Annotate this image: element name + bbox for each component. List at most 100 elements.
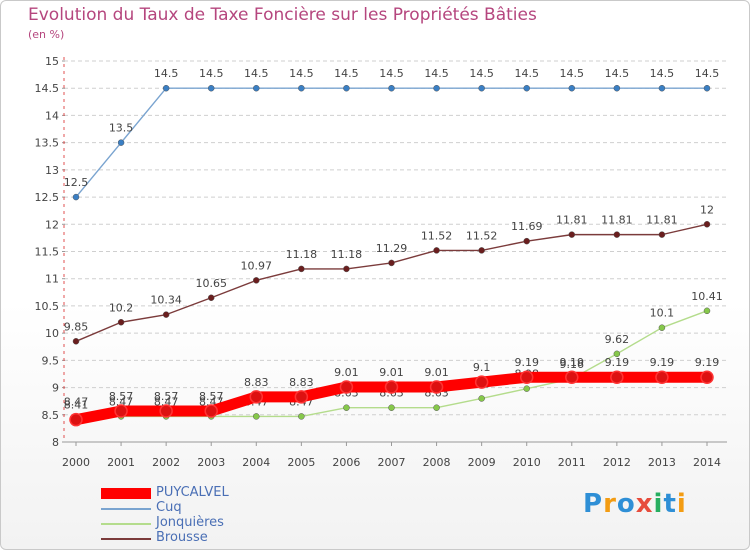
data-point (207, 294, 215, 302)
data-label: 10.2 (109, 301, 134, 314)
logo-letter: x (635, 489, 654, 519)
data-label: 11.52 (466, 229, 498, 242)
legend-label: PUYCALVEL (156, 485, 229, 500)
data-point (610, 370, 624, 384)
data-label: 11.81 (646, 214, 678, 227)
data-point (253, 277, 260, 284)
data-point (658, 84, 666, 92)
x-tick-label: 2002 (152, 456, 180, 469)
data-point (294, 390, 309, 404)
x-tick-label: 2006 (332, 456, 360, 469)
data-label: 10.41 (691, 290, 723, 303)
data-point (249, 390, 264, 404)
data-label: 8.83 (244, 376, 269, 389)
x-tick-label: 2005 (287, 456, 315, 469)
logo-letter: i (653, 489, 664, 519)
logo-letter: o (616, 489, 636, 519)
x-tick-label: 2001 (107, 456, 135, 469)
data-point (613, 84, 621, 92)
legend-swatch (101, 522, 151, 525)
data-label: 14.5 (514, 67, 539, 80)
data-label: 14.5 (289, 67, 314, 80)
data-label: 9.01 (424, 366, 449, 379)
data-point (384, 380, 399, 394)
x-tick-label: 2007 (378, 456, 406, 469)
data-point (204, 404, 218, 418)
data-label: 14.5 (605, 67, 630, 80)
data-label: 14.5 (650, 67, 675, 80)
x-tick-label: 2014 (693, 456, 721, 469)
data-label: 11.18 (331, 248, 363, 261)
data-label: 8.47 (154, 395, 179, 408)
data-point (658, 231, 666, 238)
data-point (523, 237, 530, 245)
chart-title: Evolution du Taux de Taxe Foncière sur l… (28, 5, 537, 25)
legend-swatch (101, 488, 151, 499)
y-tick-label: 10 (45, 327, 59, 340)
data-point (72, 193, 80, 201)
y-tick-label: 12 (45, 218, 59, 231)
series-group: 12.5 13.5 14.5 14.5 14.5 14.5 14.5 14.5 14.5 14.5… (64, 67, 723, 427)
data-point (72, 338, 80, 345)
x-tick-label: 2011 (558, 456, 586, 469)
data-label: 11.52 (421, 229, 453, 242)
data-label: 10.34 (150, 294, 182, 307)
legend-swatch (101, 537, 151, 540)
data-label: 9.19 (695, 356, 720, 369)
data-point (339, 380, 354, 394)
data-point (117, 139, 125, 146)
logo-letter: r (603, 489, 617, 519)
data-point (703, 307, 711, 315)
data-point (478, 395, 485, 402)
data-label: 14.5 (695, 67, 720, 80)
x-tick-label: 2012 (603, 456, 631, 469)
y-tick-label: 9.5 (42, 354, 60, 367)
legend-swatch (101, 507, 151, 510)
data-point (478, 247, 485, 254)
data-label: 14.5 (560, 67, 585, 80)
data-label: 11.69 (511, 220, 543, 233)
data-point (478, 84, 485, 92)
data-label: 11.81 (556, 214, 588, 227)
data-point (703, 221, 711, 228)
data-point (613, 231, 621, 238)
data-label: 12.5 (64, 176, 89, 189)
data-point (703, 84, 711, 92)
data-label: 14.5 (154, 67, 179, 80)
data-point (474, 375, 489, 389)
data-label: 9.19 (650, 356, 675, 369)
y-tick-label: 8 (52, 436, 59, 449)
legend-label: Brousse (156, 530, 208, 545)
y-tick-label: 11 (45, 273, 59, 286)
data-label: 14.5 (424, 67, 449, 80)
axes: 8 8.5 9 9.5 10 10.5 11 11.5 12 12.5 13 13.5 14 14.5 15… (35, 55, 727, 469)
chart-unit-label: (en %) (28, 28, 65, 41)
data-point (162, 311, 170, 318)
data-label: 14.5 (469, 67, 494, 80)
data-point (523, 84, 530, 92)
data-point (117, 319, 125, 326)
y-tick-label: 15 (45, 55, 59, 68)
y-tick-label: 14 (45, 109, 59, 122)
legend-label: Cuq (156, 500, 182, 515)
data-point (433, 404, 440, 411)
y-tick-label: 11.5 (35, 246, 60, 259)
x-tick-label: 2003 (197, 456, 225, 469)
data-label: 8.47 (109, 395, 134, 408)
y-tick-label: 10.5 (35, 300, 60, 313)
data-point (388, 404, 395, 411)
data-point (519, 370, 534, 384)
data-label: 11.29 (376, 242, 408, 255)
data-label: 10.1 (650, 307, 675, 320)
data-point (298, 84, 305, 92)
data-label: 9.62 (605, 333, 630, 346)
data-point (343, 265, 350, 273)
data-point (658, 324, 666, 331)
y-tick-label: 9 (52, 382, 59, 395)
data-point (253, 84, 260, 92)
series-cuq: 12.5 13.5 14.5 14.5 14.5 14.5 14.5 14.5 14.5 14.5… (64, 67, 720, 201)
logo-letter: P (583, 489, 604, 519)
data-point (568, 231, 576, 238)
x-tick-label: 2000 (62, 456, 90, 469)
